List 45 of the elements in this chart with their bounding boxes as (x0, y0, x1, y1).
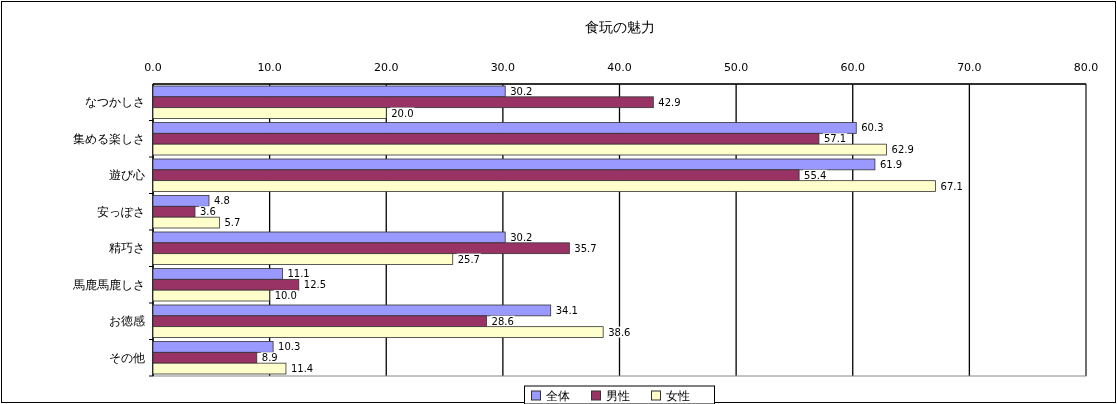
y-tick-label: 馬鹿馬鹿しさ (72, 277, 145, 292)
data-label: 12.5 (303, 279, 327, 291)
data-label: 61.9 (879, 158, 903, 170)
y-tick-label: 安っぽさ (97, 204, 145, 219)
data-label: 3.6 (199, 206, 216, 218)
legend-label: 女性 (665, 389, 690, 403)
y-tick-label: 遊び心 (109, 168, 145, 183)
data-label: 67.1 (940, 180, 963, 192)
x-tick-label: 40.0 (607, 60, 632, 74)
data-label: 30.2 (510, 231, 533, 243)
x-tick-label: 70.0 (957, 60, 982, 74)
x-tick-label: 30.0 (490, 60, 516, 74)
data-label: 28.6 (491, 315, 514, 327)
data-label: 42.9 (658, 96, 681, 108)
data-label: 4.8 (213, 195, 230, 207)
data-label: 5.7 (224, 217, 241, 229)
x-tick-label: 80.0 (1073, 60, 1099, 74)
data-label: 30.2 (510, 85, 533, 97)
data-label: 35.7 (574, 242, 597, 254)
data-label: 10.0 (274, 290, 297, 302)
title: 食玩の魅力 (584, 19, 655, 35)
data-label: 57.1 (823, 133, 847, 145)
y-tick-label: なつかしさ (85, 95, 145, 110)
x-tick-label: 20.0 (374, 60, 399, 74)
x-tick-label: 0.0 (144, 60, 162, 74)
data-label: 55.4 (804, 169, 827, 181)
data-label: 11.1 (287, 268, 310, 280)
y-tick-label: 集める楽しさ (73, 131, 145, 146)
y-tick-label: お徳感 (109, 314, 145, 329)
y-tick-label: その他 (109, 350, 145, 365)
data-label: 8.9 (261, 352, 278, 364)
legend-label: 男性 (605, 389, 630, 403)
y-tick-label: 精巧さ (109, 241, 145, 256)
data-label: 11.4 (290, 363, 314, 375)
data-label: 20.0 (391, 107, 414, 119)
data-label: 38.6 (608, 326, 631, 338)
data-label: 62.9 (891, 144, 914, 156)
data-label: 25.7 (457, 253, 480, 265)
data-label: 10.3 (278, 341, 301, 353)
legend-label: 全体 (545, 389, 570, 403)
x-tick-label: 10.0 (257, 60, 282, 74)
data-label: 34.1 (555, 304, 578, 316)
x-tick-label: 60.0 (840, 60, 865, 74)
x-tick-label: 50.0 (723, 60, 749, 74)
data-label: 60.3 (861, 122, 884, 134)
